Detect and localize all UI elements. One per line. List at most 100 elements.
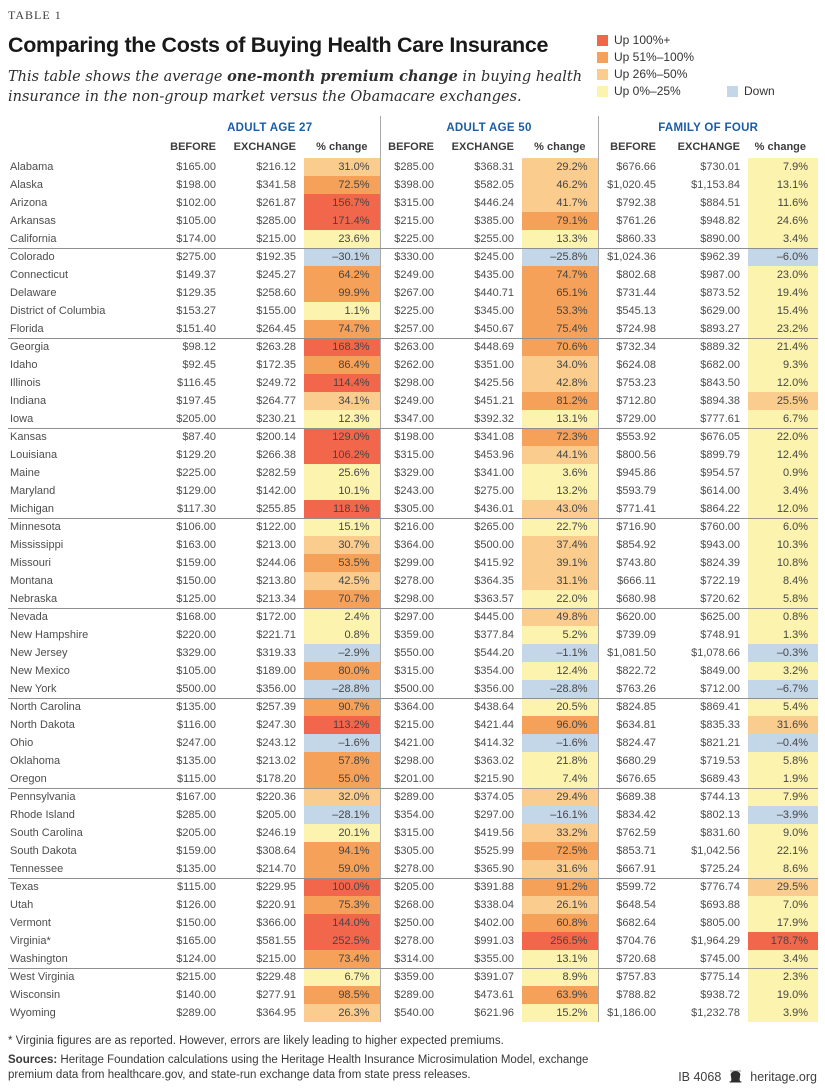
amount-cell: $105.00 xyxy=(176,215,216,227)
pct-change-cell: 29.4% xyxy=(522,788,599,806)
amount-cell: $419.56 xyxy=(474,827,515,839)
amount-cell: $215.90 xyxy=(442,770,523,789)
amount-cell: $732.34 xyxy=(616,341,657,354)
amount-cell: $438.64 xyxy=(474,701,515,714)
amount-cell: $392.32 xyxy=(442,410,523,429)
amount-cell: $201.00 xyxy=(380,770,443,789)
amount-cell: $802.68 xyxy=(616,269,657,281)
pct-change-cell: 53.3% xyxy=(522,302,599,320)
pct-change-cell: 0.8% xyxy=(304,626,381,644)
amount-cell: $225.00 xyxy=(176,467,216,479)
amount-cell: $198.00 xyxy=(394,431,435,444)
amount-cell: $363.57 xyxy=(442,590,523,609)
amount-cell: $853.71 xyxy=(616,845,657,857)
pct-change-cell: 2.4% xyxy=(304,608,381,626)
amount-cell: $168.00 xyxy=(176,611,216,624)
table-row: Alabama $165.00 $216.12 31.0% $285.00 $368.31… xyxy=(8,158,819,176)
legend-swatch-blue xyxy=(727,85,738,97)
col-header-exchange: EXCHANGE xyxy=(677,141,741,153)
amount-cell: $220.36 xyxy=(256,791,296,804)
amount-cell: $1,232.78 xyxy=(691,1007,741,1019)
state-cell: Washington xyxy=(8,950,160,969)
amount-cell: $689.43 xyxy=(664,770,749,789)
state-cell: Missouri xyxy=(10,557,51,569)
amount-cell: $354.00 xyxy=(394,809,435,821)
amount-cell: $938.72 xyxy=(700,989,741,1001)
pct-change-cell: –0.3% xyxy=(748,644,819,662)
pct-change-cell: 60.8% xyxy=(522,914,599,932)
pct-change-cell: –3.9% xyxy=(748,806,819,824)
table-row: Illinois $116.45 $249.72 114.4% $298.00 $425.… xyxy=(8,374,819,392)
amount-cell: $285.00 xyxy=(394,161,435,173)
pct-change-cell: 41.7% xyxy=(522,194,599,212)
amount-cell: $155.00 xyxy=(256,305,296,317)
pct-change-cell: 63.9% xyxy=(522,986,599,1004)
amount-cell: $189.00 xyxy=(256,665,296,677)
amount-cell: $890.00 xyxy=(664,230,749,249)
amount-cell: $277.91 xyxy=(256,989,296,1001)
amount-cell: $308.64 xyxy=(256,845,296,857)
table-row: Indiana $197.45 $264.77 34.1% $249.00 $451.21… xyxy=(8,392,819,410)
amount-cell: $125.00 xyxy=(160,590,224,609)
pct-change-cell: 20.1% xyxy=(304,824,381,842)
group-header-adult-27: ADULT AGE 27 xyxy=(160,116,381,136)
pct-change-cell: 26.1% xyxy=(522,896,599,914)
pct-change-cell: 12.4% xyxy=(522,662,599,680)
amount-cell: $261.87 xyxy=(256,197,296,209)
amount-cell: $329.00 xyxy=(176,647,216,659)
amount-cell: $834.42 xyxy=(616,809,657,821)
amount-cell: $802.13 xyxy=(700,809,741,821)
pct-change-cell: 21.4% xyxy=(748,338,819,356)
pct-change-cell: 13.1% xyxy=(522,410,599,429)
amount-cell: $221.71 xyxy=(256,629,296,641)
table-row: Pennsylvania $167.00 $220.36 32.0% $289.00 $3… xyxy=(8,788,819,806)
amount-cell: $341.00 xyxy=(474,467,515,479)
amount-cell: $835.33 xyxy=(700,719,741,731)
amount-cell: $680.98 xyxy=(598,590,665,609)
amount-cell: $298.00 xyxy=(394,377,435,389)
pct-change-cell: 31.0% xyxy=(304,158,381,176)
state-cell: Delaware xyxy=(10,287,57,299)
amount-cell: $1,024.36 xyxy=(607,251,657,264)
amount-cell: $377.84 xyxy=(474,629,515,641)
sources-label: Sources: xyxy=(8,1053,58,1066)
amount-cell: $215.00 xyxy=(394,215,435,227)
pct-change-cell: 12.4% xyxy=(748,446,819,464)
amount-cell: $421.44 xyxy=(474,719,515,731)
amount-cell: $243.00 xyxy=(394,485,435,497)
pct-change-cell: 23.6% xyxy=(304,230,381,249)
table-row: Maine $225.00 $282.59 25.6% $329.00 $341.00 3.… xyxy=(8,464,819,482)
amount-cell: $87.40 xyxy=(182,431,216,444)
pct-change-cell: 3.9% xyxy=(748,1004,819,1022)
state-cell: Minnesota xyxy=(10,521,61,534)
site-link: heritage.org xyxy=(750,1069,817,1084)
amount-cell: $945.86 xyxy=(616,467,657,479)
amount-cell: $366.00 xyxy=(256,917,296,929)
pct-change-cell: 7.0% xyxy=(748,896,819,914)
amount-cell: $315.00 xyxy=(394,197,435,209)
amount-cell: $987.00 xyxy=(700,269,741,281)
pct-change-cell: 6.7% xyxy=(748,410,819,429)
amount-cell: $582.05 xyxy=(474,179,515,191)
amount-cell: $192.35 xyxy=(256,251,296,264)
table-row: Tennessee $135.00 $214.70 59.0% $278.00 $365.… xyxy=(8,860,819,879)
amount-cell: $729.00 xyxy=(598,410,665,429)
amount-cell: $824.47 xyxy=(616,737,657,749)
pct-change-cell: 31.1% xyxy=(522,572,599,590)
col-header-pct-change: % change xyxy=(754,141,807,153)
col-header-before: BEFORE xyxy=(610,141,657,153)
pct-change-cell: 10.3% xyxy=(748,536,819,554)
amount-cell: $421.00 xyxy=(394,737,435,749)
amount-cell: $954.57 xyxy=(700,467,741,479)
pct-change-cell: 72.5% xyxy=(304,176,381,194)
amount-cell: $216.12 xyxy=(256,161,296,173)
amount-cell: $150.00 xyxy=(176,917,216,929)
amount-cell: $200.14 xyxy=(256,431,296,444)
amount-cell: $356.00 xyxy=(442,680,523,699)
pct-change-cell: 2.3% xyxy=(748,968,819,986)
amount-cell: $172.35 xyxy=(256,359,296,371)
pct-change-cell: 129.0% xyxy=(304,428,381,446)
pct-change-cell: 79.1% xyxy=(522,212,599,230)
amount-cell: $115.00 xyxy=(160,770,224,789)
amount-cell: $712.80 xyxy=(616,395,657,407)
